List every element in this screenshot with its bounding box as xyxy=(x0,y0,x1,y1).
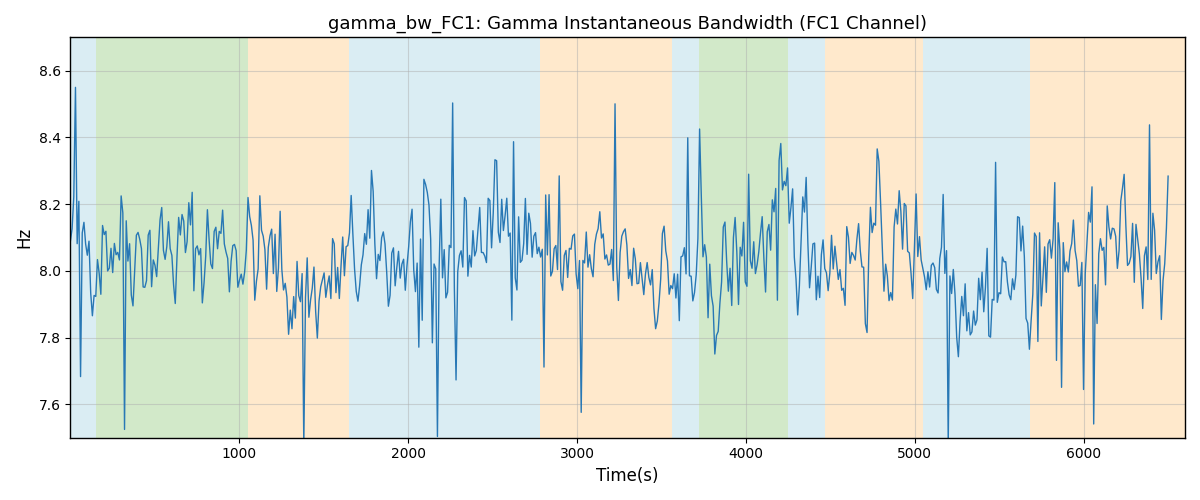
Y-axis label: Hz: Hz xyxy=(14,227,32,248)
Title: gamma_bw_FC1: Gamma Instantaneous Bandwidth (FC1 Channel): gamma_bw_FC1: Gamma Instantaneous Bandwi… xyxy=(329,15,928,34)
Bar xyxy=(923,38,1030,438)
Bar xyxy=(672,38,698,438)
Bar xyxy=(826,38,923,438)
Bar xyxy=(349,38,540,438)
X-axis label: Time(s): Time(s) xyxy=(596,467,659,485)
Bar xyxy=(247,38,349,438)
Bar xyxy=(71,38,96,438)
Bar xyxy=(698,38,788,438)
Bar xyxy=(540,38,672,438)
Bar xyxy=(788,38,826,438)
Bar xyxy=(96,38,247,438)
Bar xyxy=(1030,38,1186,438)
